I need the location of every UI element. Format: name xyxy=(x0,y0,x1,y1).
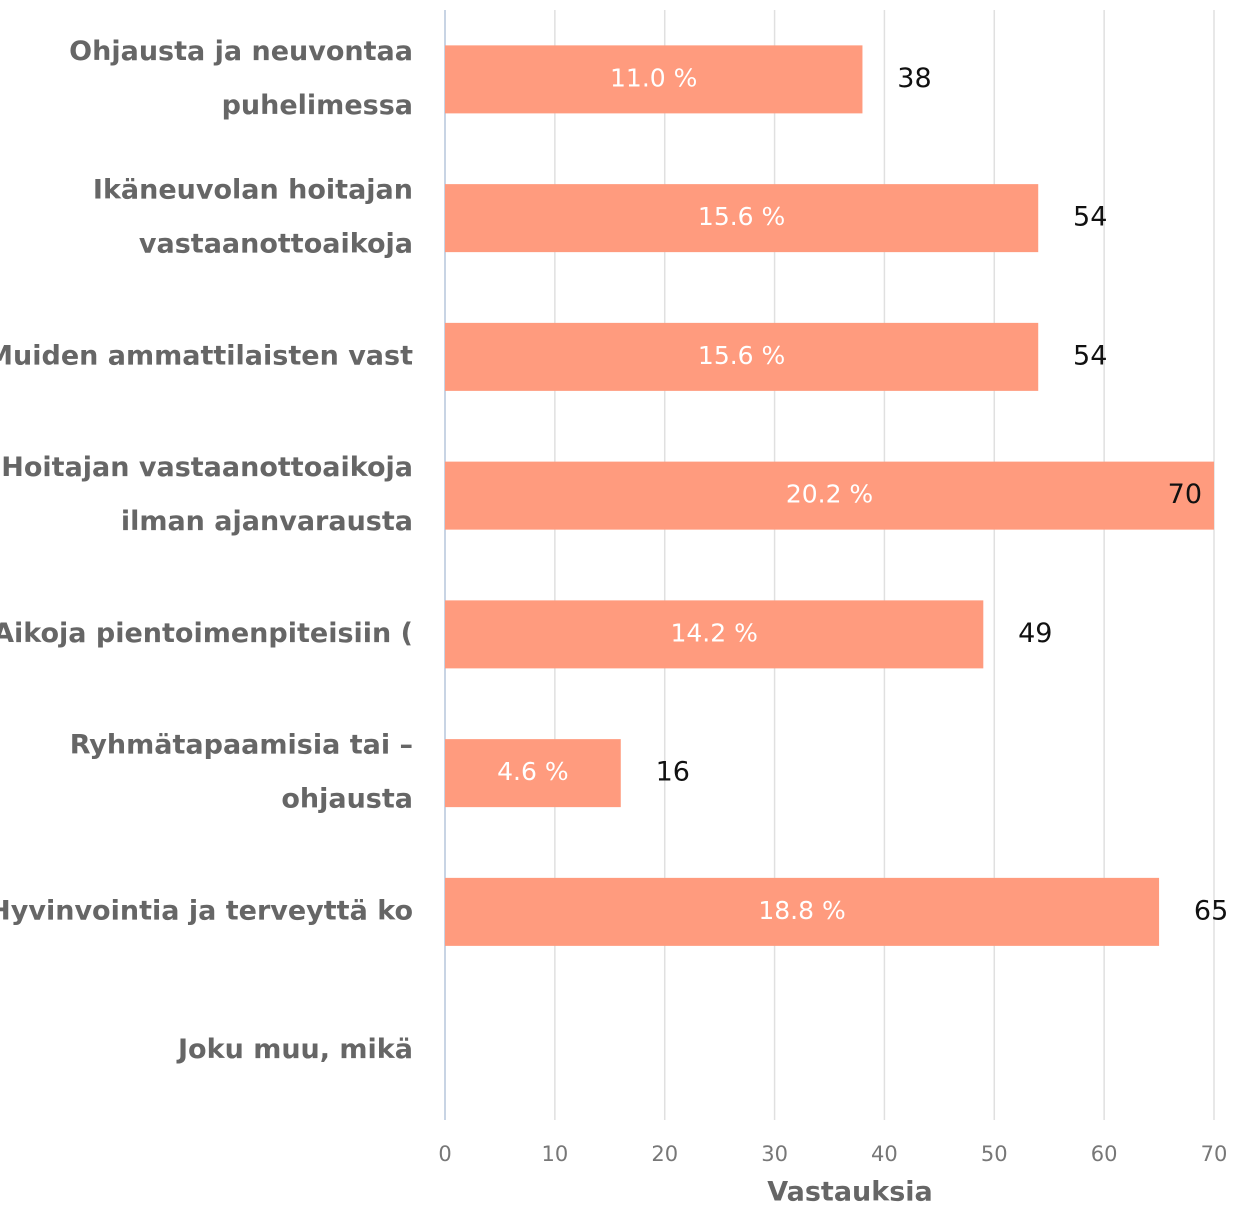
x-tick-label: 40 xyxy=(871,1142,898,1166)
bar xyxy=(445,739,621,808)
x-tick-label: 20 xyxy=(651,1142,678,1166)
percentage-label: 15.6 % xyxy=(698,341,785,370)
y-tick-label: puhelimessa xyxy=(222,90,413,121)
x-tick-label: 70 xyxy=(1201,1142,1228,1166)
bar xyxy=(445,877,1160,946)
x-tick-label: 30 xyxy=(761,1142,788,1166)
x-tick-label: 0 xyxy=(438,1142,451,1166)
value-label: 16 xyxy=(656,757,690,788)
value-label: 38 xyxy=(897,63,931,94)
percentage-label: 4.6 % xyxy=(497,757,568,786)
y-tick-label: ohjausta xyxy=(281,784,413,815)
percentage-label: 18.8 % xyxy=(758,896,845,925)
bar xyxy=(445,461,1214,530)
y-tick-label: Hyvinvointia ja terveyttä ko xyxy=(0,895,413,926)
x-tick-label: 50 xyxy=(981,1142,1008,1166)
bar xyxy=(445,45,863,114)
value-label: 65 xyxy=(1194,895,1228,926)
y-tick-label: Ryhmätapaamisia tai – xyxy=(70,730,413,761)
value-label: 70 xyxy=(1168,479,1202,510)
percentage-label: 15.6 % xyxy=(698,202,785,231)
value-label: 49 xyxy=(1018,618,1052,649)
y-tick-label: Ikäneuvolan hoitajan xyxy=(93,175,413,206)
y-tick-label: Hoitajan vastaanottoaikoja xyxy=(1,452,413,483)
y-tick-label: vastaanottoaikoja xyxy=(139,229,413,260)
x-tick-label: 60 xyxy=(1091,1142,1118,1166)
y-tick-label: Joku muu, mikä xyxy=(176,1034,413,1065)
percentage-label: 11.0 % xyxy=(610,63,697,92)
bar xyxy=(445,184,1039,253)
y-tick-label: Ohjausta ja neuvontaa xyxy=(69,36,413,67)
y-tick-label: ilman ajanvarausta xyxy=(121,506,413,537)
percentage-label: 14.2 % xyxy=(670,618,757,647)
bar xyxy=(445,322,1039,391)
value-label: 54 xyxy=(1073,340,1107,371)
x-axis-title: Vastauksia xyxy=(767,1177,933,1207)
bar xyxy=(445,600,984,669)
x-tick-label: 10 xyxy=(541,1142,568,1166)
y-tick-label: Muiden ammattilaisten vast xyxy=(0,340,413,371)
y-tick-label: Aikoja pientoimenpiteisiin ( xyxy=(0,618,413,649)
percentage-label: 20.2 % xyxy=(786,480,873,509)
value-label: 54 xyxy=(1073,202,1107,233)
